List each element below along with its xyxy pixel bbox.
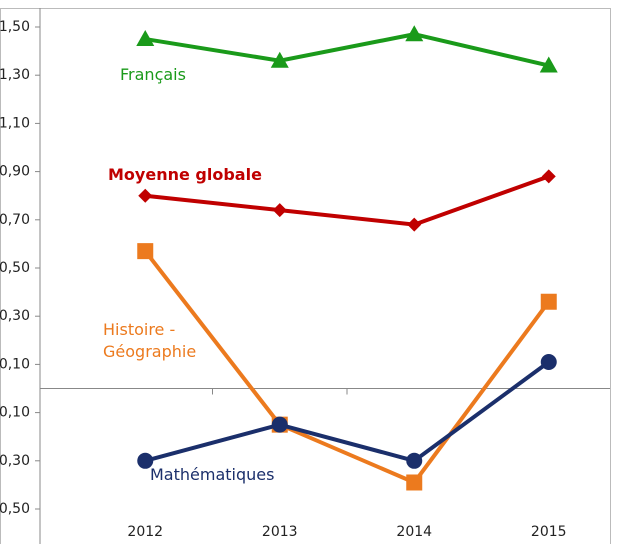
y-tick-label: -0,30 [0,453,30,469]
marker [540,353,557,370]
y-tick-label: 1,50 [0,19,30,35]
marker [272,203,287,218]
marker [539,56,558,73]
y-tick-label: 0,10 [0,356,30,372]
marker [541,169,556,184]
y-tick-label: 0,70 [0,212,30,228]
series-line [143,249,551,485]
marker [136,30,155,47]
marker [137,452,154,469]
x-tick-label: 2013 [262,524,298,540]
marker [405,25,424,42]
y-tick-label: 0,30 [0,308,30,324]
y-tick-label: 0,90 [0,164,30,180]
x-tick-label: 2015 [531,524,567,540]
y-tick-label: 1,30 [0,67,30,83]
series-label: Moyenne globale [108,165,262,184]
y-tick-label: 1,10 [0,115,30,131]
series-label: Mathématiques [150,465,275,484]
x-tick-label: 2014 [396,524,432,540]
y-tick-label: -0,10 [0,405,30,421]
series-label: Français [120,65,186,84]
x-tick-label: 2012 [127,524,163,540]
series-line [145,174,550,227]
series-line [144,32,550,68]
y-tick-label: 0,50 [0,260,30,276]
marker [271,416,288,433]
marker [407,217,422,232]
marker [540,293,557,310]
series-line [144,360,550,463]
marker [406,474,423,491]
series-label: Histoire - Géographie [103,320,197,361]
marker [406,452,423,469]
marker [138,188,153,203]
marker [270,51,289,68]
y-tick-label: -0,50 [0,501,30,517]
chart-frame [0,8,611,544]
marker [137,243,154,260]
